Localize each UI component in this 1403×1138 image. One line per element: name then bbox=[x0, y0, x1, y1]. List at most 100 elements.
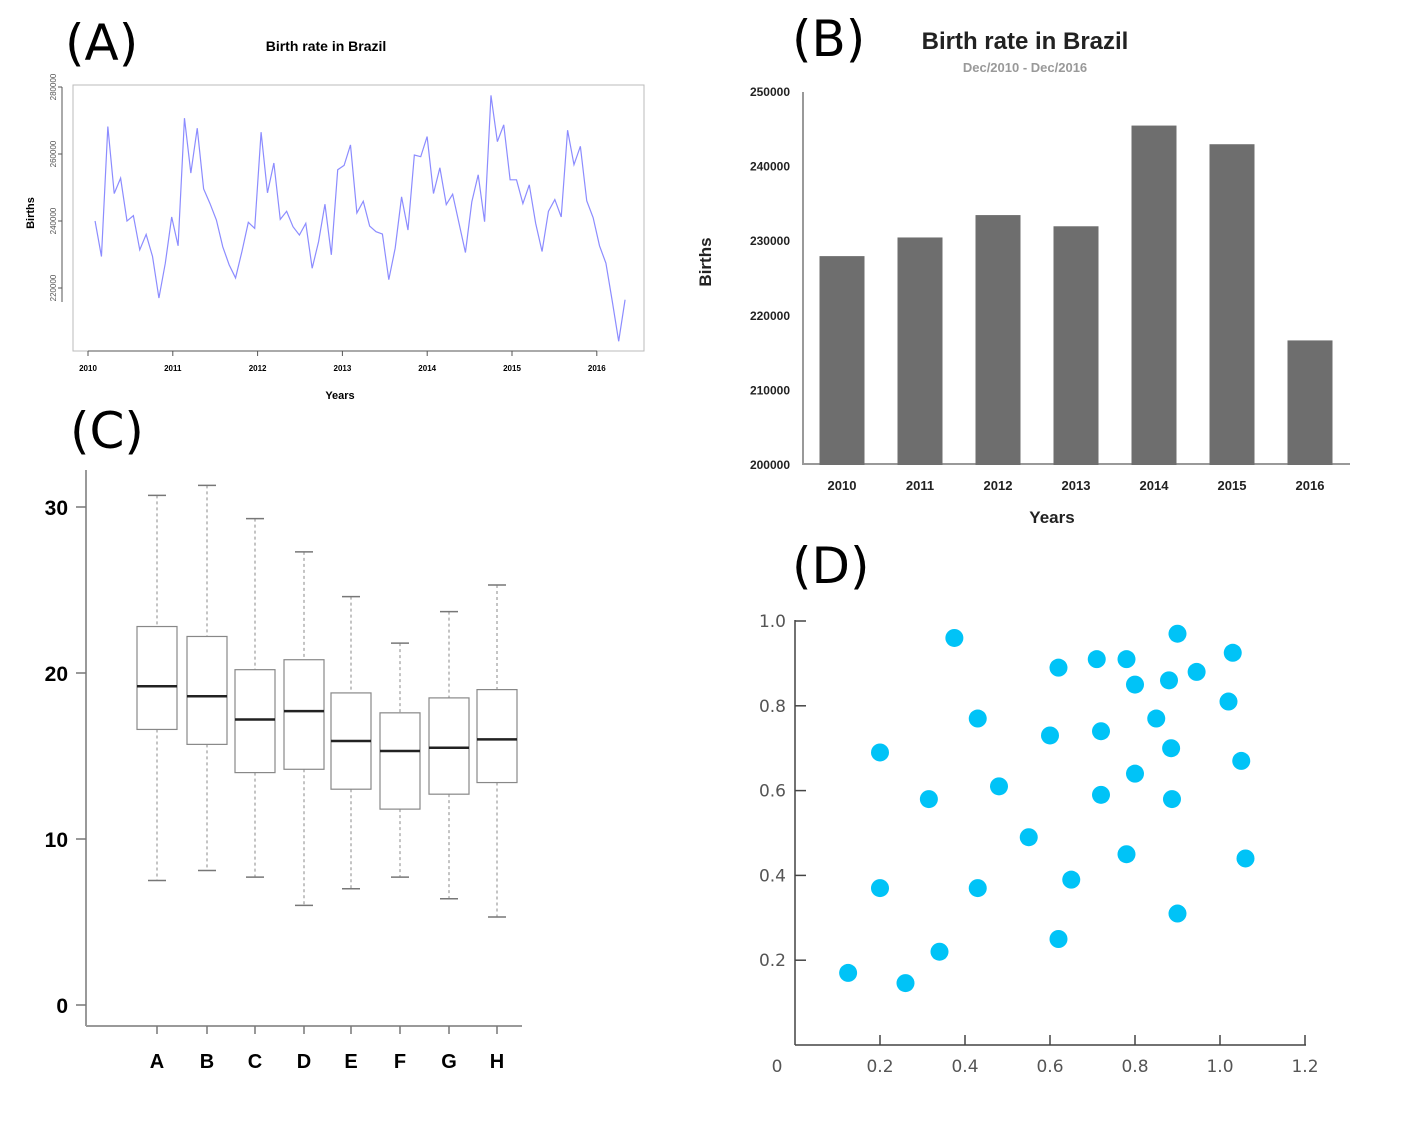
panel-label-c: (C) bbox=[70, 402, 144, 460]
chart-c-box bbox=[428, 697, 470, 795]
chart-d-point bbox=[1147, 709, 1166, 728]
chart-d-point bbox=[1126, 764, 1144, 783]
chart-d-point bbox=[1041, 726, 1059, 745]
chart-b-y-tick-label: 200000 bbox=[750, 458, 790, 472]
chart-a-frame bbox=[72, 84, 645, 352]
chart-c-box bbox=[379, 712, 421, 810]
chart-b-x-tick-label: 2016 bbox=[1296, 478, 1325, 493]
chart-b-x-tick-label: 2015 bbox=[1218, 478, 1247, 493]
chart-d-point bbox=[1019, 828, 1038, 847]
chart-a-x-tick-label: 2016 bbox=[588, 364, 606, 373]
chart-d-x-tick-label: 1.0 bbox=[1206, 1057, 1233, 1077]
scatter-plot-d: 0 0.2 0.4 0.6 0.8 1.0 1.2 0.2 0.4 0.6 0.8 1.0 bbox=[759, 612, 1319, 1077]
chart-c-x-tick-label: G bbox=[441, 1051, 457, 1073]
chart-b-x-tick-label: 2013 bbox=[1062, 478, 1091, 493]
chart-d-point bbox=[1219, 692, 1238, 711]
chart-d-point bbox=[1092, 722, 1110, 741]
chart-b-title: Birth rate in Brazil bbox=[922, 28, 1129, 55]
chart-d-point bbox=[990, 777, 1008, 796]
chart-c-box bbox=[234, 669, 276, 774]
chart-c-y-tick-label: 0 bbox=[56, 995, 68, 1018]
chart-b-y-tick-label: 230000 bbox=[750, 234, 790, 248]
chart-b-y-tick-label: 210000 bbox=[750, 383, 790, 397]
line-chart-a: Birth rate in Brazil Years Births 2010 20… bbox=[25, 38, 645, 402]
chart-d-point bbox=[1049, 930, 1068, 948]
chart-d-point bbox=[919, 790, 938, 809]
chart-c-box bbox=[476, 688, 518, 784]
chart-a-y-tick-label: 260000 bbox=[49, 140, 58, 167]
chart-b-y-tick-label: 220000 bbox=[750, 309, 790, 323]
chart-c-box bbox=[283, 659, 325, 770]
chart-d-point bbox=[968, 879, 987, 898]
panel-label-b: (B) bbox=[792, 10, 865, 68]
chart-a-title: Birth rate in Brazil bbox=[266, 38, 387, 54]
chart-a-y-tick-label: 280000 bbox=[49, 73, 58, 100]
chart-b-x-tick-label: 2014 bbox=[1140, 478, 1170, 493]
bar-chart-b: Birth rate in Brazil Dec/2010 - Dec/2016… bbox=[696, 28, 1350, 527]
chart-a-series-line bbox=[94, 95, 626, 342]
chart-d-point bbox=[1162, 739, 1181, 758]
chart-d-point bbox=[1062, 870, 1081, 889]
chart-c-box bbox=[186, 635, 228, 745]
chart-a-y-tick-label: 220000 bbox=[49, 274, 58, 301]
chart-c-x-tick-label: A bbox=[150, 1051, 164, 1073]
chart-d-point bbox=[896, 974, 915, 993]
chart-d-point bbox=[1168, 904, 1187, 923]
chart-b-bar bbox=[1053, 226, 1099, 465]
chart-d-point bbox=[839, 963, 858, 982]
chart-c-y-tick-label: 10 bbox=[45, 829, 68, 852]
chart-d-y-tick-label: 0.4 bbox=[759, 866, 786, 886]
chart-c-x-tick-label: B bbox=[200, 1051, 214, 1073]
chart-b-bar bbox=[897, 237, 943, 465]
chart-d-y-tick-label: 0.8 bbox=[759, 697, 786, 717]
chart-c-box bbox=[136, 625, 178, 731]
chart-a-x-tick-label: 2015 bbox=[503, 364, 521, 373]
chart-a-x-tick-label: 2014 bbox=[418, 364, 436, 373]
chart-b-xlabel: Years bbox=[1029, 508, 1074, 527]
chart-c-x-tick-label: H bbox=[490, 1051, 504, 1073]
chart-b-bar bbox=[1209, 144, 1255, 465]
chart-d-x-tick-label: 1.2 bbox=[1291, 1057, 1318, 1077]
chart-b-bar bbox=[975, 215, 1021, 465]
chart-b-x-tick-label: 2012 bbox=[984, 478, 1013, 493]
chart-b-subtitle: Dec/2010 - Dec/2016 bbox=[963, 60, 1087, 75]
chart-b-bar bbox=[1131, 125, 1177, 465]
chart-a-x-tick-label: 2010 bbox=[79, 364, 97, 373]
chart-d-point bbox=[930, 942, 949, 961]
chart-d-x-tick-label: 0.8 bbox=[1121, 1057, 1148, 1077]
chart-c-x-tick-label: C bbox=[248, 1051, 262, 1073]
chart-d-point bbox=[1162, 790, 1181, 809]
chart-b-ylabel: Births bbox=[696, 237, 715, 286]
chart-d-point bbox=[1223, 643, 1242, 662]
chart-c-y-tick-label: 30 bbox=[45, 497, 68, 520]
chart-c-x-tick-label: D bbox=[297, 1051, 311, 1073]
chart-c-x-tick-label: E bbox=[344, 1051, 357, 1073]
chart-b-y-tick-label: 240000 bbox=[750, 160, 790, 174]
chart-d-point bbox=[871, 743, 889, 762]
chart-d-y-tick-label: 0.2 bbox=[759, 951, 786, 971]
panel-label-a: (A) bbox=[65, 14, 138, 72]
chart-c-y-tick-label: 20 bbox=[45, 663, 68, 686]
chart-d-point bbox=[1117, 650, 1136, 669]
chart-a-ylabel: Births bbox=[25, 197, 37, 229]
chart-d-point bbox=[1187, 662, 1206, 681]
chart-d-point bbox=[1092, 785, 1110, 804]
chart-c-x-tick-label: F bbox=[394, 1051, 406, 1073]
chart-d-point bbox=[1126, 675, 1144, 694]
chart-d-point bbox=[871, 879, 889, 898]
chart-b-x-tick-label: 2011 bbox=[906, 478, 934, 493]
chart-a-x-tick-label: 2011 bbox=[164, 364, 182, 373]
chart-d-point bbox=[1087, 650, 1106, 669]
chart-b-y-tick-label: 250000 bbox=[750, 85, 790, 99]
chart-b-bar bbox=[1287, 340, 1333, 465]
chart-d-x-tick-label: 0.2 bbox=[866, 1057, 893, 1077]
chart-a-y-tick-label: 240000 bbox=[49, 207, 58, 234]
chart-d-x-tick-label: 0.4 bbox=[951, 1057, 978, 1077]
chart-d-y-tick-label: 1.0 bbox=[759, 612, 786, 632]
chart-d-point bbox=[1168, 624, 1187, 643]
chart-d-y-tick-label: 0.6 bbox=[759, 782, 786, 802]
chart-d-x-tick-label: 0 bbox=[772, 1057, 783, 1077]
chart-d-point bbox=[945, 628, 964, 647]
chart-a-xlabel: Years bbox=[325, 390, 354, 402]
